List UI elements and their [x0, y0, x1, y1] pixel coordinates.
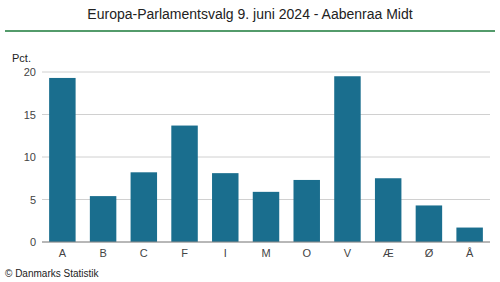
y-axis-label: Pct.	[12, 52, 31, 64]
x-tick-label: B	[99, 247, 106, 259]
title-rule	[5, 30, 495, 32]
y-grid	[42, 72, 490, 242]
grid-line	[42, 72, 490, 73]
y-tick-label: 5	[30, 194, 36, 206]
bar	[253, 192, 279, 242]
bar	[49, 78, 75, 242]
x-tick-label: Ø	[425, 247, 434, 259]
grid-line	[42, 114, 490, 115]
y-tick-label: 15	[24, 109, 36, 121]
bar	[171, 126, 197, 242]
x-tick-label: F	[181, 247, 188, 259]
bar	[375, 178, 401, 242]
chart-svg: Europa-Parlamentsvalg 9. juni 2024 - Aab…	[0, 0, 500, 282]
footer: © Danmarks Statistik	[5, 268, 100, 279]
grid-line	[42, 157, 490, 158]
y-tick-labels: 0 5 10 15 20	[24, 66, 36, 248]
bar	[131, 172, 157, 242]
x-tick-label: C	[140, 247, 148, 259]
bar	[90, 196, 116, 242]
bar	[456, 228, 482, 242]
bars	[49, 76, 483, 242]
x-axis-line	[42, 242, 490, 243]
grid-line	[42, 242, 490, 243]
x-tick-label: Æ	[383, 247, 394, 259]
y-tick-label: 0	[30, 236, 36, 248]
bar	[416, 205, 442, 242]
x-tick-label: A	[59, 247, 67, 259]
x-tick-labels: ABCFIMOVÆØÅ	[59, 247, 474, 259]
chart-container: Europa-Parlamentsvalg 9. juni 2024 - Aab…	[0, 0, 500, 282]
x-tick-label: Å	[466, 247, 474, 259]
x-tick-label: M	[261, 247, 270, 259]
bar	[293, 180, 319, 242]
x-tick-label: O	[302, 247, 311, 259]
bar	[334, 76, 360, 242]
y-tick-label: 10	[24, 151, 36, 163]
y-tick-label: 20	[24, 66, 36, 78]
x-tick-label: I	[224, 247, 227, 259]
title: Europa-Parlamentsvalg 9. juni 2024 - Aab…	[87, 6, 412, 22]
x-tick-label: V	[344, 247, 352, 259]
bar	[212, 173, 238, 242]
